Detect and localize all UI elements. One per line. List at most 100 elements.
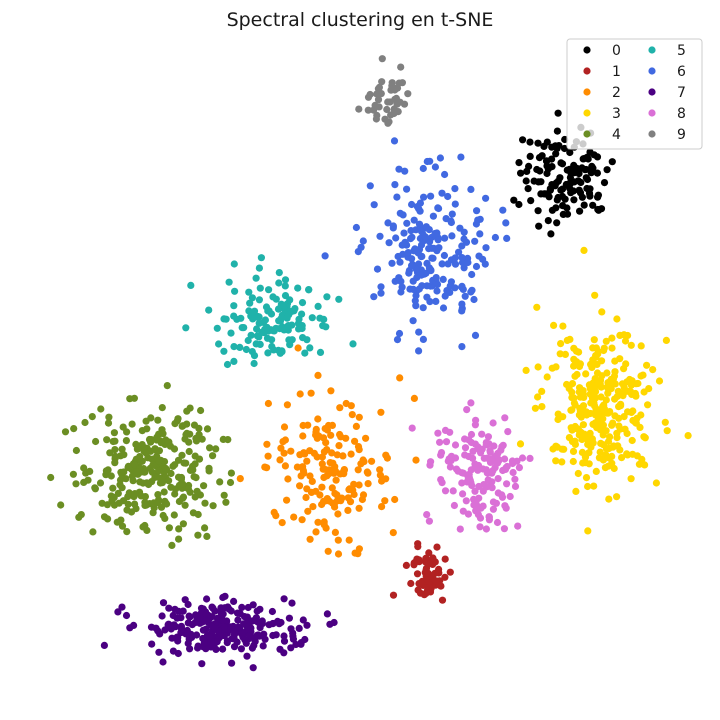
point-cluster-1 (414, 540, 422, 548)
point-cluster-5 (269, 293, 277, 301)
point-cluster-4 (209, 502, 217, 510)
point-cluster-4 (206, 444, 214, 452)
point-cluster-6 (354, 248, 362, 256)
point-cluster-4 (158, 404, 166, 412)
point-cluster-0 (554, 109, 562, 117)
point-cluster-7 (126, 624, 134, 632)
point-cluster-6 (352, 223, 360, 232)
point-cluster-2 (347, 450, 355, 458)
point-cluster-4 (132, 468, 140, 476)
point-cluster-2 (322, 524, 330, 532)
point-cluster-4 (92, 437, 100, 446)
point-cluster-5 (230, 260, 238, 268)
point-cluster-2 (328, 484, 336, 492)
point-cluster-4 (91, 485, 99, 493)
point-cluster-6 (491, 233, 499, 242)
point-cluster-5 (280, 302, 288, 310)
point-cluster-5 (280, 326, 288, 334)
point-cluster-3 (633, 452, 641, 460)
point-cluster-3 (618, 380, 627, 388)
point-cluster-7 (237, 645, 245, 653)
point-cluster-3 (577, 413, 585, 421)
point-cluster-1 (417, 579, 425, 587)
point-cluster-6 (439, 304, 448, 312)
point-cluster-2 (284, 475, 292, 483)
point-cluster-8 (479, 502, 487, 510)
point-cluster-4 (209, 452, 217, 460)
point-cluster-3 (574, 469, 582, 478)
point-cluster-3 (615, 422, 623, 430)
point-cluster-6 (461, 292, 469, 300)
point-cluster-6 (373, 265, 382, 273)
point-cluster-2 (308, 477, 316, 485)
point-cluster-0 (578, 193, 587, 201)
point-cluster-6 (438, 189, 446, 197)
point-cluster-0 (567, 189, 575, 197)
point-cluster-3 (601, 464, 610, 472)
point-cluster-2 (355, 504, 363, 512)
point-cluster-4 (86, 467, 94, 475)
point-cluster-4 (160, 488, 168, 496)
point-cluster-8 (446, 463, 454, 471)
point-cluster-1 (432, 577, 440, 585)
point-cluster-4 (141, 468, 149, 476)
point-cluster-8 (451, 441, 460, 449)
point-cluster-2 (342, 399, 350, 408)
point-cluster-2 (325, 470, 333, 478)
point-cluster-6 (408, 200, 416, 209)
point-cluster-6 (425, 264, 433, 272)
legend-label-8: 8 (677, 106, 686, 122)
point-cluster-2 (316, 491, 324, 499)
point-cluster-8 (485, 513, 493, 522)
point-cluster-3 (627, 475, 635, 483)
point-cluster-3 (606, 433, 614, 441)
point-cluster-5 (286, 341, 294, 349)
point-cluster-5 (227, 329, 235, 337)
point-cluster-3 (568, 406, 576, 414)
point-cluster-7 (299, 616, 307, 624)
point-cluster-3 (531, 404, 540, 412)
point-cluster-0 (544, 217, 552, 225)
point-cluster-2 (306, 472, 314, 480)
point-cluster-6 (436, 154, 444, 162)
point-cluster-4 (158, 479, 166, 487)
point-cluster-8 (518, 454, 527, 462)
point-cluster-3 (597, 393, 605, 401)
point-cluster-3 (604, 389, 612, 397)
point-cluster-7 (184, 639, 192, 648)
point-cluster-9 (397, 63, 405, 71)
point-cluster-0 (540, 190, 548, 198)
point-cluster-5 (230, 302, 238, 310)
point-cluster-9 (366, 90, 374, 99)
point-cluster-6 (390, 137, 399, 145)
point-cluster-3 (611, 368, 619, 376)
point-cluster-2 (261, 463, 269, 471)
point-cluster-4 (81, 418, 89, 427)
point-cluster-4 (219, 435, 227, 443)
point-cluster-4 (125, 489, 133, 497)
point-cluster-4 (165, 524, 173, 532)
point-cluster-4 (178, 451, 186, 459)
point-cluster-2 (335, 442, 343, 450)
point-cluster-0 (558, 160, 567, 168)
point-cluster-2 (336, 430, 344, 439)
point-cluster-2 (287, 447, 295, 455)
point-cluster-5 (281, 282, 289, 290)
point-cluster-1 (407, 579, 415, 588)
point-cluster-4 (163, 382, 171, 390)
point-cluster-3 (637, 372, 645, 380)
point-cluster-2 (318, 460, 326, 468)
point-cluster-6 (432, 274, 440, 282)
point-cluster-0 (515, 200, 523, 209)
point-cluster-2 (364, 469, 372, 477)
point-cluster-5 (261, 316, 269, 324)
point-cluster-3 (558, 445, 566, 453)
point-cluster-4 (75, 513, 83, 521)
legend-label-7: 7 (677, 85, 686, 101)
point-cluster-3 (571, 437, 579, 445)
point-cluster-4 (200, 482, 208, 490)
point-cluster-8 (423, 510, 431, 519)
point-cluster-7 (238, 630, 246, 638)
point-cluster-8 (494, 449, 502, 457)
legend-label-3: 3 (612, 106, 621, 122)
